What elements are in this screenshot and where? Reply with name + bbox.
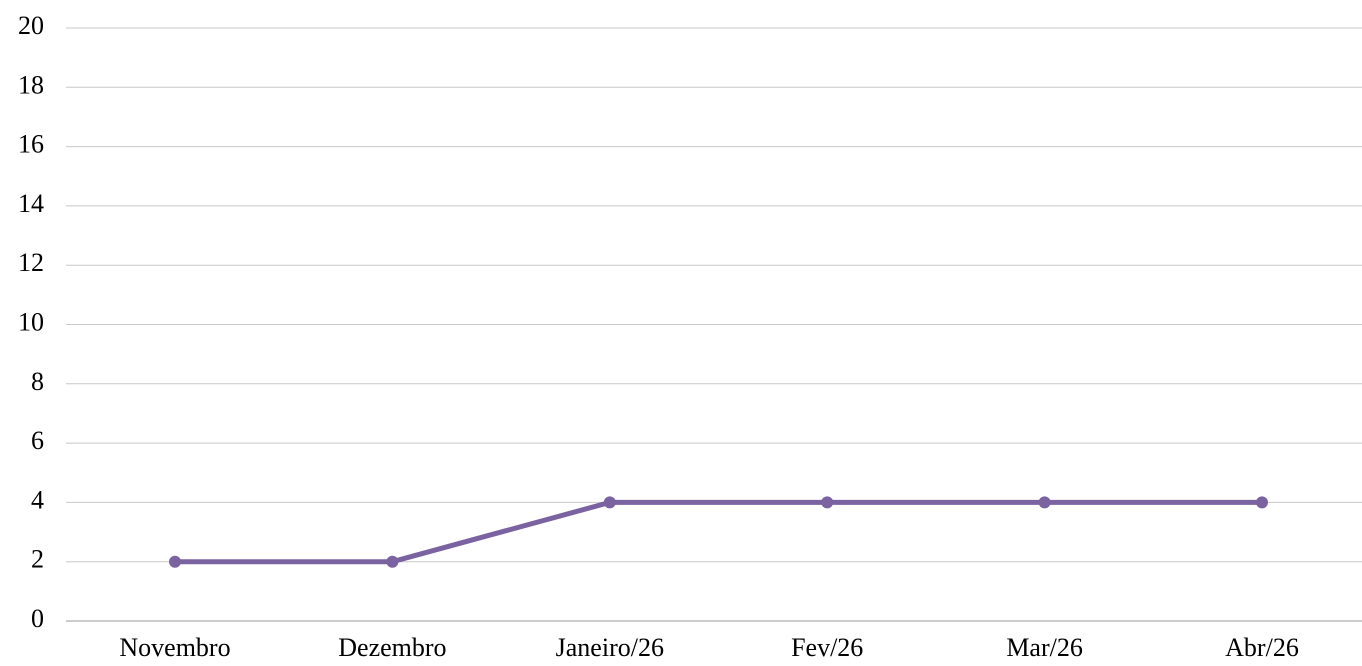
x-tick-label: Janeiro/26 (556, 633, 664, 662)
y-tick-label: 8 (31, 367, 44, 396)
x-tick-label: Novembro (119, 633, 230, 662)
y-tick-label: 10 (18, 307, 44, 336)
y-tick-label: 12 (18, 248, 44, 277)
x-tick-label: Mar/26 (1006, 633, 1083, 662)
y-tick-label: 4 (31, 485, 44, 514)
y-tick-label: 2 (31, 545, 44, 574)
data-point (169, 555, 181, 568)
data-point (603, 496, 616, 509)
x-tick-label: Abr/26 (1225, 633, 1299, 662)
y-tick-label: 16 (18, 130, 44, 159)
x-tick-label: Fev/26 (791, 633, 863, 662)
y-tick-label: 18 (18, 70, 44, 99)
series-line (175, 499, 1262, 565)
data-point (1256, 496, 1268, 509)
y-tick-label: 14 (18, 189, 44, 218)
y-tick-label: 20 (18, 11, 44, 40)
data-point (1038, 496, 1051, 509)
data-point (386, 555, 399, 568)
data-point (821, 496, 834, 509)
y-tick-label: 0 (31, 604, 44, 633)
y-tick-label: 6 (31, 426, 44, 455)
x-tick-label: Dezembro (338, 633, 446, 662)
